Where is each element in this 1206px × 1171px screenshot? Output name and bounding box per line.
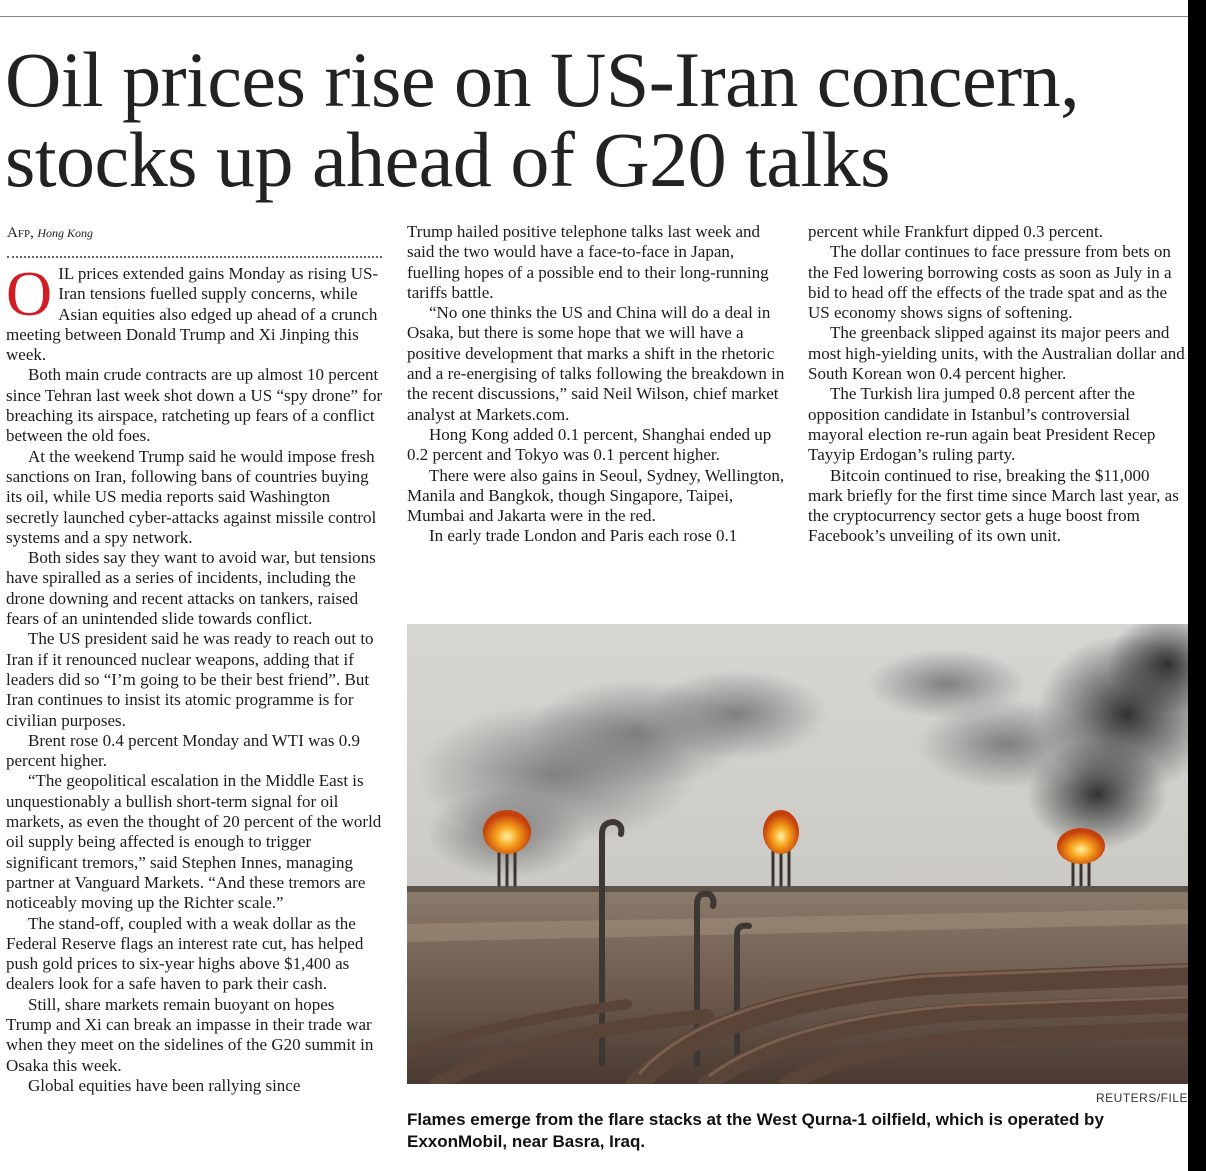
previous-article-clip xyxy=(0,0,1188,10)
byline-divider xyxy=(7,256,382,258)
paragraph: The greenback slipped against its major … xyxy=(808,323,1185,384)
byline-agency: Afp, xyxy=(7,225,34,241)
drop-cap: O xyxy=(6,258,53,329)
oilfield-illustration xyxy=(407,624,1188,1084)
paragraph: There were also gains in Seoul, Sydney, … xyxy=(407,465,785,526)
paragraph: Both sides say they want to avoid war, b… xyxy=(6,548,376,629)
byline-place: Hong Kong xyxy=(37,226,93,240)
paragraph-text: IL prices extended gains Monday as risin… xyxy=(6,264,379,365)
photo-credit: REUTERS/FILE xyxy=(1095,1091,1188,1105)
paragraph: Hong Kong added 0.1 percent, Shanghai en… xyxy=(407,424,772,465)
paragraph: percent while Frankfurt dipped 0.3 perce… xyxy=(808,222,1104,241)
headline-line-2: stocks up ahead of G20 talks xyxy=(5,116,890,203)
oilfield-photo xyxy=(407,624,1188,1084)
paragraph: The stand-off, coupled with a weak dolla… xyxy=(6,913,364,994)
paragraph: The Turkish lira jumped 0.8 percent afte… xyxy=(808,384,1156,465)
paragraph: Bitcoin continued to rise, breaking the … xyxy=(808,465,1179,546)
top-rule xyxy=(0,16,1188,17)
article-column-1: O IL prices extended gains Monday as risi… xyxy=(6,258,383,1096)
paragraph: Trump hailed positive telephone talks la… xyxy=(407,222,769,302)
paragraph: Brent rose 0.4 percent Monday and WTI wa… xyxy=(6,730,361,771)
paragraph: The dollar continues to face pressure fr… xyxy=(808,242,1172,323)
paragraph: Still, share markets remain buoyant on h… xyxy=(6,994,374,1075)
article-column-3: percent while Frankfurt dipped 0.3 perce… xyxy=(808,222,1188,547)
lead-paragraph: O IL prices extended gains Monday as risi… xyxy=(6,258,383,365)
photo-caption: Flames emerge from the flare stacks at t… xyxy=(407,1110,1104,1151)
paragraph: In early trade London and Paris each ros… xyxy=(429,526,738,546)
paragraph: The US president said he was ready to re… xyxy=(6,629,374,730)
paragraph: Both main crude contracts are up almost … xyxy=(6,365,383,446)
paragraph: “The geopolitical escalation in the Midd… xyxy=(6,771,382,913)
headline: Oil prices rise on US-Iran concern, stoc… xyxy=(5,40,1188,200)
byline: Afp, Hong Kong xyxy=(7,225,93,242)
paragraph: At the weekend Trump said he would impos… xyxy=(6,446,377,547)
article-column-2: Trump hailed positive telephone talks la… xyxy=(407,222,785,547)
headline-line-1: Oil prices rise on US-Iran concern, xyxy=(5,36,1080,123)
paragraph: Global equities have been rallying since xyxy=(28,1075,301,1095)
paragraph: “No one thinks the US and China will do … xyxy=(407,303,785,424)
page-edge-bar xyxy=(1188,0,1206,1171)
